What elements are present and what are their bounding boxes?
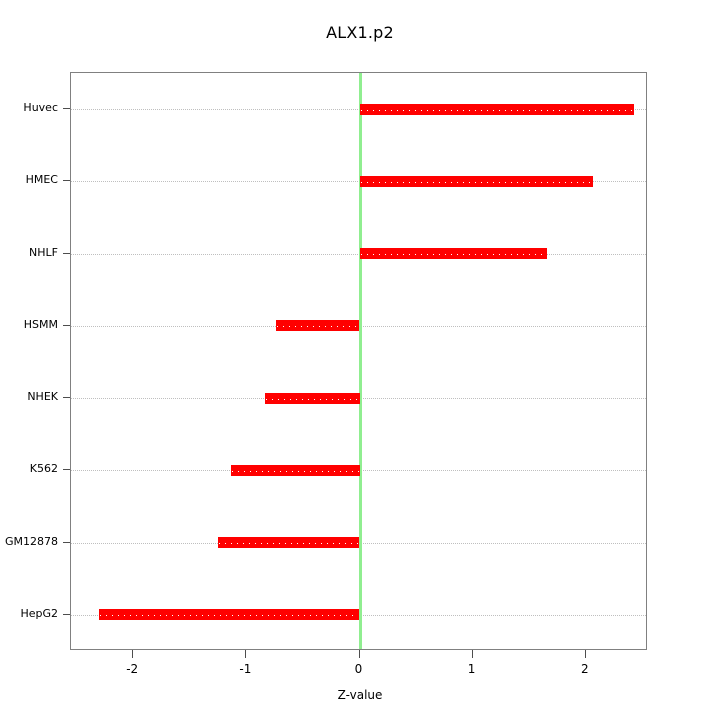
- bar-nhek: [264, 392, 360, 404]
- y-axis-label-gm12878: GM12878: [4, 534, 58, 548]
- x-axis-title: Z-value: [337, 688, 383, 702]
- x-axis-tick: [584, 650, 586, 658]
- y-axis-tick: [63, 469, 70, 471]
- x-axis-tick-label-neg1: -1: [239, 662, 252, 676]
- x-axis-tick: [358, 650, 360, 658]
- bar-gm12878: [218, 537, 360, 549]
- y-axis-label-nhlf: NHLF: [29, 245, 58, 259]
- zero-reference-line: [358, 73, 362, 649]
- y-axis-tick: [63, 108, 70, 110]
- y-axis-label-hmec: HMEC: [25, 173, 58, 187]
- y-axis-label-group: Huvec HMEC NHLF HSMM NHEK K562 GM12878 H…: [0, 0, 58, 720]
- plot-area: [70, 72, 647, 650]
- bar-hmec: [359, 175, 593, 187]
- y-axis-label-huvec: Huvec: [23, 101, 58, 115]
- y-axis-label-hepg2: HepG2: [20, 606, 58, 620]
- x-axis-tick-label-neg2: -2: [126, 662, 139, 676]
- x-axis-tick-label-zero: 0: [354, 662, 363, 676]
- y-axis-label-hsmm: HSMM: [23, 317, 58, 331]
- bar-k562: [230, 464, 360, 476]
- x-axis-tick: [471, 650, 473, 658]
- y-axis-tick: [63, 324, 70, 326]
- y-axis-label-k562: K562: [29, 462, 58, 476]
- bar-nhlf: [359, 248, 548, 260]
- x-axis-tick-label-pos2: 2: [580, 662, 589, 676]
- x-axis-tick: [132, 650, 134, 658]
- bar-huvec: [359, 103, 635, 115]
- chart-title: ALX1.p2: [326, 23, 394, 42]
- y-axis-tick: [63, 397, 70, 399]
- y-axis-tick: [63, 180, 70, 182]
- y-axis-tick: [63, 613, 70, 615]
- x-axis-tick: [245, 650, 247, 658]
- x-axis-tick-label-pos1: 1: [467, 662, 476, 676]
- y-axis-label-nhek: NHEK: [27, 390, 58, 404]
- bar-hepg2: [99, 609, 360, 621]
- y-axis-tick: [63, 252, 70, 254]
- y-axis-tick: [63, 541, 70, 543]
- bar-hsmm: [275, 320, 360, 332]
